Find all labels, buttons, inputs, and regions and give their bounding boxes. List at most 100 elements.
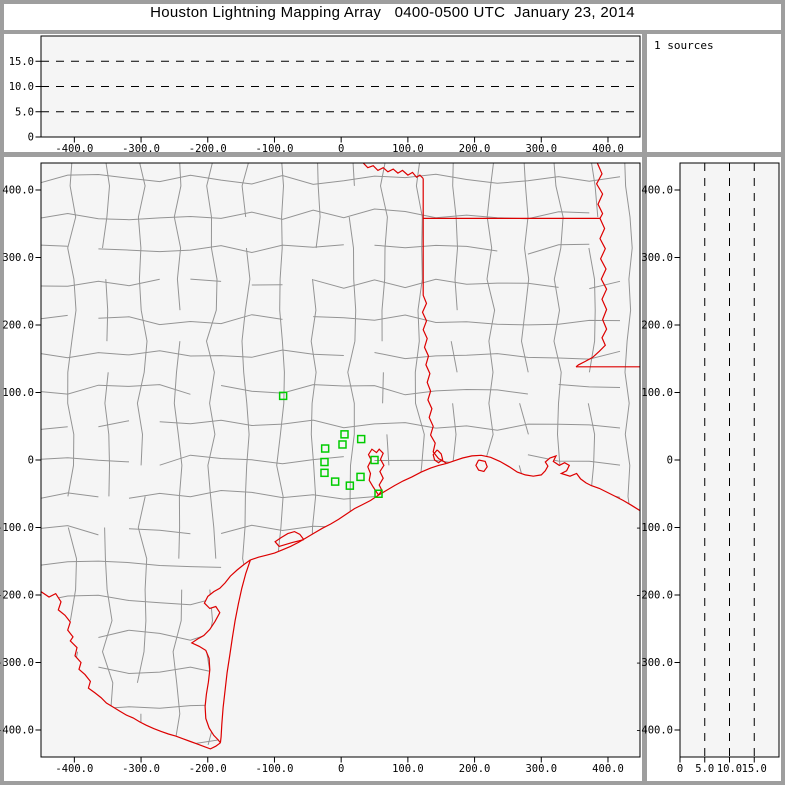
county-line (67, 527, 78, 621)
lma-station-marker (320, 457, 329, 467)
y-tick-label: -100.0 (635, 522, 673, 534)
county-line (313, 314, 621, 326)
county-line (98, 314, 283, 326)
x-tick-label: 300.0 (525, 143, 557, 155)
stations-group (278, 391, 383, 498)
county-line (41, 244, 68, 247)
x-tick-label: 0 (338, 763, 344, 775)
x-tick-label: -300.0 (122, 763, 160, 775)
x-tick-label: 15.0 (742, 763, 767, 775)
border-rio-grande (41, 591, 221, 750)
x-tick-label: -200.0 (189, 763, 227, 775)
y-tick-label: 0 (667, 455, 673, 467)
x-tick-label: -200.0 (189, 143, 227, 155)
border-red-river (362, 163, 424, 179)
lma-station-marker (320, 444, 330, 453)
lma-station-marker (330, 477, 340, 486)
y-tick-label: 300.0 (2, 252, 34, 264)
title-bar: Houston Lightning Mapping Array 0400-050… (4, 4, 781, 30)
county-line (379, 163, 388, 342)
county-line (190, 278, 222, 282)
y-tick-label: 0 (28, 132, 34, 144)
county-line (347, 216, 357, 559)
county-line (527, 454, 621, 466)
x-tick-label: 100.0 (392, 763, 424, 775)
x-tick-label: 200.0 (459, 763, 491, 775)
y-tick-label: 400.0 (641, 185, 673, 197)
ew-altitude-panel: 0 5.0 10.0 15.0 -400.0 -300.0 -200.0 -100.0 0 100… (4, 34, 642, 155)
border-sabine-lake (432, 449, 444, 464)
county-line (520, 163, 530, 373)
county-line (159, 454, 344, 466)
county-line (41, 349, 344, 359)
ns-altitude-plot: 400.0 300.0 200.0 100.0 0 -100.0 -200.0 -300.0 -… (635, 162, 780, 775)
county-line (588, 247, 596, 373)
plot-background (680, 163, 779, 757)
x-tick-label: 0 (677, 763, 683, 775)
county-line (352, 163, 355, 186)
county-line (205, 163, 218, 559)
county-line (452, 163, 459, 311)
y-tick-label: 100.0 (641, 387, 673, 399)
county-line (519, 403, 529, 435)
x-tick-label: 400.0 (592, 143, 624, 155)
plan-view-map: 400.0 300.0 200.0 100.0 0 -100.0 -200.0 -300.0 -… (0, 162, 641, 775)
lma-station-marker (338, 440, 347, 449)
county-line (527, 243, 590, 255)
y-tick-label: -400.0 (0, 725, 34, 737)
border-mainland-shore (190, 559, 251, 744)
sources-panel: 1 sources (647, 34, 781, 152)
border-galveston-bay (367, 448, 385, 496)
county-line (41, 426, 68, 431)
y-tick-label: -300.0 (635, 657, 673, 669)
county-line (41, 314, 68, 320)
x-tick-label: 10.0 (717, 763, 742, 775)
y-tick-label: 300.0 (641, 252, 673, 264)
y-tick-label: 400.0 (2, 185, 34, 197)
lma-station-marker (320, 468, 329, 478)
county-line (241, 163, 252, 218)
county-line (105, 279, 109, 342)
state-borders (41, 163, 640, 750)
ew-altitude-plot: 0 5.0 10.0 15.0 -400.0 -300.0 -200.0 -100.0 0 100… (9, 35, 641, 155)
x-tick-label: -100.0 (255, 763, 293, 775)
county-line (41, 560, 222, 568)
y-tick-label: -400.0 (635, 725, 673, 737)
plot-background (41, 163, 640, 757)
x-tick-label: 100.0 (392, 143, 424, 155)
y-tick-label: -100.0 (0, 522, 34, 534)
y-tick-label: 200.0 (641, 320, 673, 332)
border-barrier-island (219, 559, 251, 743)
county-line (136, 163, 148, 466)
county-line (136, 496, 148, 683)
x-tick-label: -400.0 (55, 143, 93, 155)
y-tick-label: 0 (28, 455, 34, 467)
x-tick-label: 200.0 (459, 143, 491, 155)
y-tick-label: 100.0 (2, 387, 34, 399)
sources-count-label: 1 sources (654, 39, 714, 52)
county-line (315, 163, 321, 249)
lma-station-marker (356, 434, 366, 444)
y-tick-label: 5.0 (15, 106, 34, 118)
county-line (67, 163, 77, 497)
lma-station-marker (278, 391, 288, 401)
x-tick-label: -100.0 (255, 143, 293, 155)
lma-station-marker (356, 472, 365, 482)
y-tick-label: 15.0 (9, 56, 34, 68)
border-coast-tx (250, 462, 447, 561)
county-line (589, 163, 599, 218)
border-mississippi-river (575, 163, 608, 368)
border-tx-la-sabine (421, 178, 447, 464)
county-line (241, 247, 251, 590)
county-line (98, 420, 130, 428)
county-line (104, 372, 111, 497)
county-line (41, 384, 191, 395)
county-line (159, 419, 621, 431)
y-tick-label: 10.0 (9, 81, 34, 93)
x-tick-label: -400.0 (55, 763, 93, 775)
county-line (98, 244, 344, 254)
county-line (172, 589, 183, 745)
plot-background (41, 36, 640, 137)
county-line (128, 528, 191, 535)
y-tick-label: 200.0 (2, 320, 34, 332)
